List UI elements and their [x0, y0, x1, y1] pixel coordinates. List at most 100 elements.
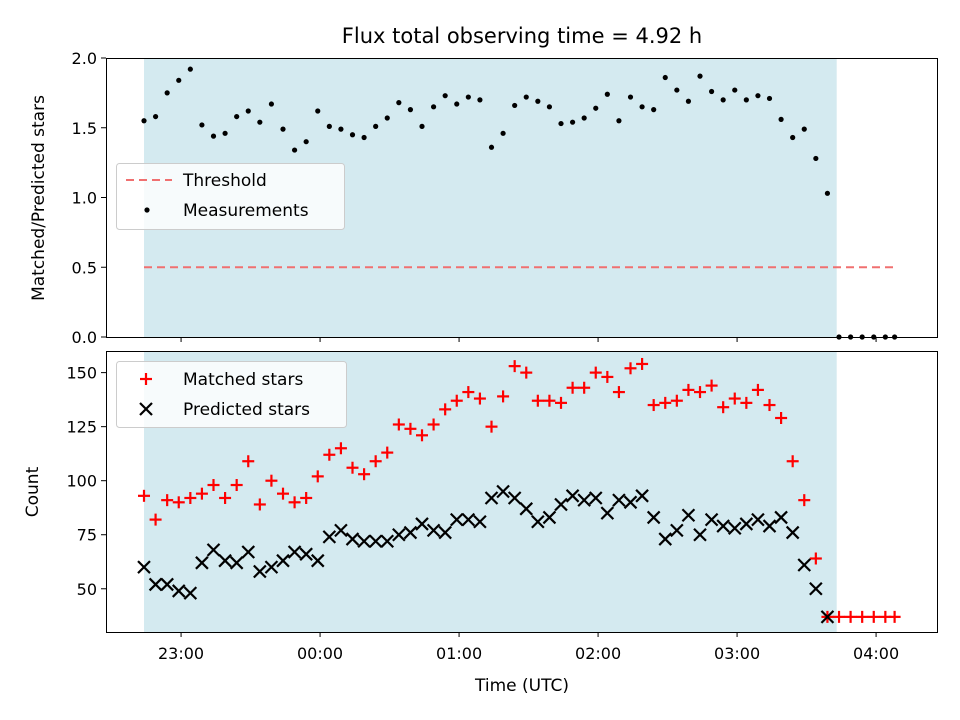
measurement-point	[697, 73, 703, 79]
measurement-point	[813, 155, 819, 162]
predicted-star-stroke-b	[716, 519, 730, 533]
predicted-star-point	[681, 508, 696, 523]
matched-star-point	[416, 429, 429, 442]
predicted-star-point	[229, 556, 244, 570]
matched-star-point	[555, 396, 568, 409]
measurement-point	[141, 118, 147, 124]
predicted-star-stroke-b	[449, 512, 464, 527]
matched-star-point	[300, 491, 313, 504]
predicted-star-point	[334, 523, 348, 538]
measurement-point	[651, 107, 657, 113]
predicted-star-point	[797, 558, 812, 572]
predicted-star-stroke-b	[565, 489, 580, 503]
y-tick-label: 0.5	[72, 258, 97, 277]
predicted-star-stroke-b	[426, 523, 441, 538]
matched-star-point	[601, 370, 614, 383]
top-plot-frame	[106, 58, 938, 338]
predicted-star-point	[809, 581, 823, 596]
predicted-star-point	[137, 560, 151, 574]
predicted-star-stroke-b	[299, 547, 313, 561]
measurement-point	[152, 113, 159, 120]
y-tick-label: 125	[66, 418, 97, 437]
matched-star-point	[705, 379, 718, 392]
predicted-star-point	[264, 560, 279, 574]
predicted-star-point	[577, 493, 591, 507]
predicted-star-stroke-b	[461, 512, 476, 527]
y-tick-label: 50	[77, 580, 97, 599]
matched-star-point	[589, 366, 602, 379]
bottom-y-axis-label: Count	[23, 466, 43, 517]
predicted-star-point	[241, 545, 256, 559]
matched-star-point	[485, 420, 498, 433]
measurement-point	[442, 93, 448, 99]
measurement-point	[535, 98, 541, 104]
measurements-legend-swatch	[144, 207, 150, 213]
measurement-point	[720, 97, 726, 103]
predicted-star-point	[542, 510, 557, 525]
predicted-star-stroke-b	[137, 560, 151, 574]
measurement-point	[500, 130, 506, 136]
predicted-star-point	[785, 525, 800, 540]
x-tick-label: 02:00	[575, 644, 621, 663]
measurement-point	[604, 91, 610, 97]
predicted-star-stroke-b	[148, 577, 163, 592]
x-tick-label: 23:00	[158, 644, 204, 663]
measurement-point	[477, 97, 483, 103]
matched-star-point	[888, 610, 901, 623]
predicted-star-stroke-b	[577, 493, 591, 507]
predicted-star-point	[635, 489, 649, 503]
predicted-star-point	[345, 532, 360, 546]
predicted-star-point	[588, 491, 603, 505]
matched-star-point	[833, 610, 846, 623]
predicted-star-point	[716, 519, 730, 533]
measurement-point	[732, 87, 738, 93]
predicted-star-stroke-b	[809, 581, 823, 596]
measurement-point	[210, 133, 217, 139]
measurement-point	[268, 101, 275, 107]
predicted-star-point	[739, 517, 754, 531]
predicted-star-stroke-b	[276, 553, 290, 568]
measurement-point	[187, 66, 193, 72]
x-tick-label: 04:00	[853, 644, 899, 663]
matched-star-point	[867, 610, 880, 623]
measurement-point	[407, 107, 414, 113]
predicted-star-stroke-b	[507, 491, 522, 505]
matched-star-point	[462, 386, 475, 399]
measurement-point	[662, 74, 668, 81]
matched-star-point	[566, 381, 579, 394]
predicted-star-point	[461, 512, 476, 527]
predicted-star-point	[774, 510, 788, 525]
matched-star-point	[775, 412, 788, 425]
bottom-x-ticks: 23:00 00:00 01:00 02:00 03:00 04:00	[158, 632, 899, 663]
predicted-star-point	[322, 530, 337, 544]
top-panel: 0.00.51.01.52.0 Matched/Predicted stars …	[29, 49, 938, 347]
measurement-point	[824, 190, 831, 196]
predicted-star-stroke-b	[785, 525, 800, 540]
matched-star-point	[369, 455, 382, 468]
y-tick-label: 150	[66, 364, 97, 383]
predicted-star-stroke-b	[253, 564, 267, 579]
measurement-point	[616, 118, 622, 124]
measurement-point	[512, 102, 518, 109]
matched-star-point	[659, 396, 672, 409]
predicted-star-point	[357, 534, 371, 548]
matched-star-point	[763, 399, 776, 412]
matched-star-point	[427, 418, 440, 431]
chart-title: Flux total observing time = 4.92 h	[342, 24, 702, 48]
predicted-star-stroke-b	[438, 525, 452, 540]
predicted-star-stroke-b	[206, 543, 221, 557]
measurement-point	[280, 126, 286, 132]
predicted-star-point	[218, 553, 232, 568]
predicted-star-stroke-b	[646, 510, 661, 525]
predicted-star-stroke-b	[357, 534, 371, 548]
predicted-star-stroke-b	[229, 556, 244, 570]
predicted-star-point	[287, 545, 302, 559]
predicted-star-point	[554, 497, 568, 512]
top-y-ticks: 0.0 0.5 1.0 1.5 2.0	[72, 49, 106, 347]
measurement-point	[778, 116, 784, 122]
matched-star-point	[323, 448, 336, 461]
predicted-star-point	[171, 584, 186, 598]
matched-star-point	[786, 455, 799, 468]
predicted-star-point	[507, 491, 522, 505]
measurement-point	[465, 94, 471, 100]
